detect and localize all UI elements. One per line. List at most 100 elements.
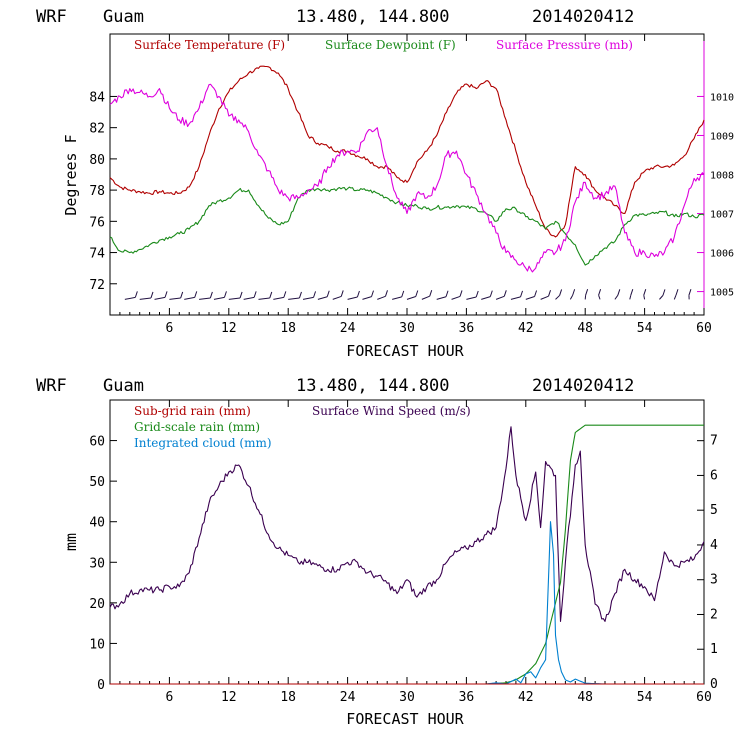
- wind-barb-flag: [340, 290, 344, 297]
- top-header-init: 2014020412: [532, 7, 634, 27]
- wind-barb-shaft: [643, 295, 646, 300]
- wind-barb-flag: [688, 289, 692, 296]
- bottom-x-tick-label: 48: [577, 690, 593, 705]
- bottom-panel-header: WRF Guam 13.480, 144.800 2014020412: [36, 376, 634, 396]
- wind-barb-flag: [134, 291, 138, 298]
- wind-barb-flag: [209, 291, 213, 299]
- wind-barb-flag: [223, 291, 227, 298]
- top-x-tick-label: 24: [340, 321, 356, 336]
- top-y2-tick-label: 1007: [710, 210, 734, 221]
- bottom-series-layer: [109, 424, 705, 685]
- top-y-tick-label: 76: [89, 215, 105, 230]
- bottom-y2-tick-label: 1: [710, 642, 718, 657]
- top-y-tick-label: 74: [89, 247, 105, 262]
- top-y-tick-label: 72: [89, 278, 105, 293]
- wind-barb-shaft: [673, 295, 677, 300]
- wind-barb-shaft: [288, 297, 300, 300]
- wind-barb-flag: [415, 290, 419, 297]
- bottom-y-tick-label: 10: [89, 637, 105, 652]
- wind-barb-flag: [662, 289, 666, 296]
- bottom-y-tick-label: 60: [89, 435, 105, 450]
- wind-barb-flag: [269, 291, 273, 299]
- bottom-header-location: Guam: [103, 376, 144, 396]
- wind-barb-shaft: [377, 295, 386, 300]
- legend-pressure: Surface Pressure (mb): [496, 38, 633, 52]
- wind-barb-shaft: [629, 295, 632, 300]
- wind-barb-flag: [617, 289, 621, 296]
- top-header-location: Guam: [103, 7, 144, 27]
- wind-barb-shaft: [362, 296, 372, 300]
- top-x-tick-label: 42: [518, 321, 534, 336]
- wind-barb-shaft: [199, 297, 211, 300]
- top-x-tick-label: 12: [221, 321, 237, 336]
- wind-barb-shaft: [258, 297, 270, 300]
- wind-barb-shaft: [317, 296, 328, 300]
- grid-scale-rain-mm-line: [110, 424, 704, 685]
- bottom-y-tick-label: 0: [97, 678, 105, 693]
- wind-barb-flag: [630, 289, 634, 296]
- wind-barb-flag: [371, 290, 374, 297]
- wind-barb-shaft: [421, 295, 430, 300]
- legend-gridscale-rain: Grid-scale rain (mm): [134, 420, 260, 434]
- wind-barb-shaft: [347, 296, 358, 300]
- top-series-layer: [109, 65, 705, 273]
- bottom-x-tick-label: 30: [399, 690, 415, 705]
- bottom-x-tick-label: 12: [221, 690, 237, 705]
- top-y2-tick-label: 1009: [710, 131, 734, 142]
- wind-barb-flag: [356, 290, 360, 298]
- bottom-y2-tick-label: 0: [710, 677, 718, 692]
- wind-barb-flag: [429, 290, 433, 297]
- wind-barb-flag: [559, 289, 563, 296]
- wind-barb-flag: [534, 290, 538, 297]
- wind-barb-flag: [194, 291, 198, 298]
- wind-barb-flag: [489, 290, 493, 297]
- wind-barb-flag: [475, 290, 479, 298]
- surface-temperature-f-line: [109, 65, 705, 238]
- top-x-tick-label: 48: [577, 321, 593, 336]
- wind-barb-shaft: [481, 296, 491, 300]
- wind-barb-shaft: [406, 296, 416, 300]
- bottom-header-init: 2014020412: [532, 376, 634, 396]
- wind-barb-shaft: [228, 297, 241, 300]
- top-y-tick-label: 78: [89, 184, 105, 199]
- wind-barb-flag: [643, 289, 647, 296]
- wind-barb-shaft: [302, 296, 314, 300]
- wind-barb-shaft: [451, 295, 461, 300]
- legend-subgrid-rain: Sub-grid rain (mm): [134, 404, 251, 418]
- bottom-y-tick-label: 20: [89, 597, 105, 612]
- top-header-coords: 13.480, 144.800: [296, 7, 450, 27]
- bottom-y2-tick-label: 4: [710, 538, 718, 553]
- wind-barb-flag: [572, 289, 576, 296]
- top-x-tick-label: 36: [459, 321, 475, 336]
- wind-barb-flag: [401, 290, 405, 298]
- bottom-header-model: WRF: [36, 376, 67, 396]
- wind-barb-flag: [585, 289, 589, 296]
- wind-barb-shaft: [154, 296, 166, 300]
- top-x-tick-label: 30: [399, 321, 415, 336]
- top-plot-frame: [109, 33, 705, 316]
- bottom-y-tick-label: 40: [89, 516, 105, 531]
- wind-barb-shaft: [169, 297, 181, 300]
- wind-barb-shaft: [555, 295, 560, 300]
- bottom-y-tick-label: 30: [89, 556, 105, 571]
- wind-barb-flag: [253, 291, 257, 298]
- bottom-x-tick-label: 54: [637, 690, 653, 705]
- surface-pressure-mb-line: [109, 83, 705, 273]
- top-x-tick-label: 6: [165, 321, 173, 336]
- integrated-cloud-mm-line: [110, 521, 704, 685]
- wind-barbs: [124, 289, 692, 300]
- bottom-x-tick-label: 60: [696, 690, 712, 705]
- bottom-x-tick-label: 24: [340, 690, 356, 705]
- wind-barb-flag: [239, 291, 243, 299]
- top-y2-tick-label: 1008: [710, 171, 734, 182]
- wind-barb-shaft: [540, 295, 549, 300]
- wind-barb-shaft: [525, 296, 535, 300]
- top-panel-header: WRF Guam 13.480, 144.800 2014020412: [36, 7, 634, 27]
- bottom-x-tick-label: 18: [280, 690, 296, 705]
- bottom-y2-tick-label: 6: [710, 468, 718, 483]
- top-y2-tick-label: 1010: [710, 92, 734, 103]
- wind-barb-shaft: [213, 296, 225, 300]
- wind-barb-shaft: [614, 295, 619, 300]
- top-x-axis-label: FORECAST HOUR: [346, 342, 464, 360]
- legend-temperature: Surface Temperature (F): [134, 38, 285, 52]
